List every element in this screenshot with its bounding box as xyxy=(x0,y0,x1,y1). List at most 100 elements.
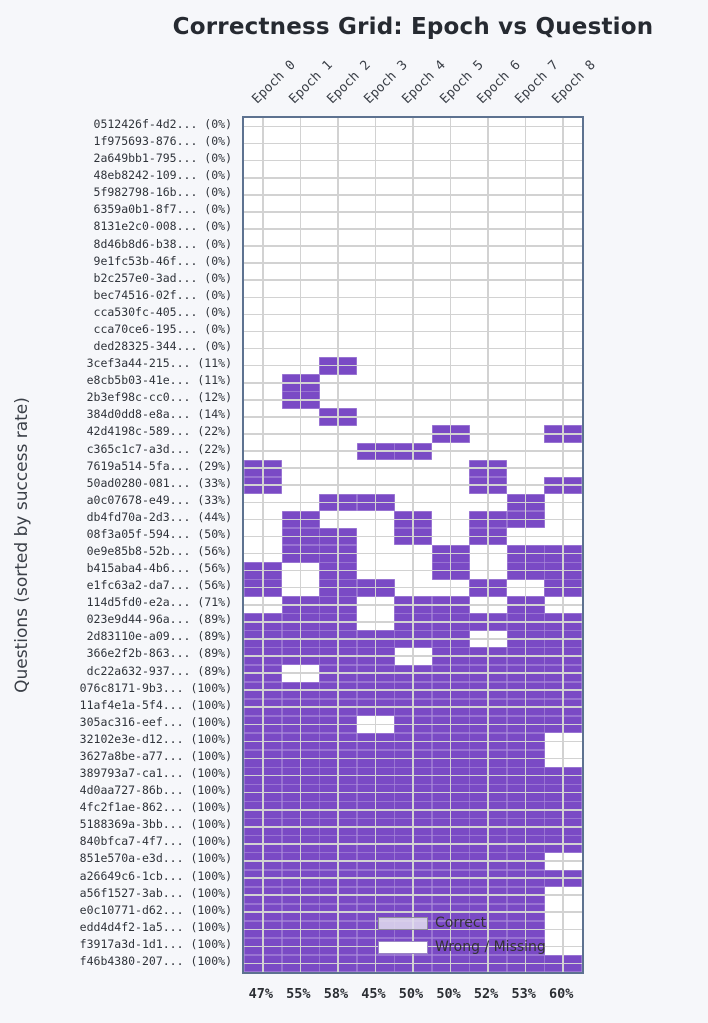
grid-cell xyxy=(506,937,545,956)
grid-cell xyxy=(394,852,433,871)
grid-cell xyxy=(319,545,358,563)
row-label: c365c1c7-a3d... (22%) xyxy=(86,441,232,456)
column-success-label: 52% xyxy=(473,986,499,1002)
grid-cell xyxy=(319,493,358,512)
grid-cell xyxy=(506,715,545,734)
grid-cell xyxy=(431,818,470,836)
grid-cell xyxy=(319,767,358,785)
grid-cell xyxy=(356,937,395,956)
grid-cell xyxy=(244,903,283,922)
grid-cell xyxy=(394,784,433,802)
grid-cell xyxy=(394,920,433,939)
grid-cell xyxy=(431,715,470,734)
grid-cell xyxy=(319,698,358,717)
grid-cell xyxy=(394,903,433,922)
grid-cell xyxy=(394,801,433,819)
gridline-horizontal xyxy=(244,313,582,316)
gridline-horizontal xyxy=(244,194,582,196)
chart-title: Correctness Grid: Epoch vs Question xyxy=(172,14,654,40)
row-label: a26649c6-1cb... (100%) xyxy=(79,868,232,883)
grid-cell xyxy=(431,886,470,905)
grid-cell xyxy=(469,647,508,666)
grid-cell xyxy=(244,801,283,819)
grid-cell xyxy=(281,767,320,785)
grid-cell xyxy=(544,698,583,717)
grid-cell xyxy=(469,476,508,495)
row-label: 076c8171-9b3... (100%) xyxy=(79,680,232,695)
grid-cell xyxy=(356,818,395,836)
row-label: 42d4198c-589... (22%) xyxy=(86,424,232,439)
grid-cell xyxy=(244,920,283,939)
grid-cell xyxy=(281,527,320,546)
row-label: f3917a3d-1d1... (100%) xyxy=(79,936,232,951)
column-success-label: 47% xyxy=(248,986,273,1002)
gridline-horizontal xyxy=(244,228,582,230)
grid-cell xyxy=(244,476,283,495)
grid-cell xyxy=(506,664,545,683)
grid-cell xyxy=(506,493,545,512)
grid-cell xyxy=(469,903,508,922)
grid-cell xyxy=(544,545,583,563)
grid-cell xyxy=(281,596,320,614)
grid-cell xyxy=(319,715,358,734)
grid-cell xyxy=(469,613,508,631)
grid-cell xyxy=(319,732,358,751)
gridline-horizontal xyxy=(244,347,582,350)
grid-cell xyxy=(469,510,508,529)
row-label: 4fc2f1ae-862... (100%) xyxy=(79,800,232,815)
grid-cell xyxy=(356,493,395,512)
grid-cell xyxy=(506,767,545,785)
grid-cell xyxy=(469,818,508,836)
grid-cell xyxy=(244,579,283,597)
grid-cell xyxy=(244,767,283,785)
grid-cell xyxy=(506,801,545,819)
grid-cell xyxy=(356,698,395,717)
gridline-horizontal xyxy=(244,467,582,469)
grid-cell xyxy=(244,852,283,871)
grid-cell xyxy=(394,681,433,700)
row-label: 366e2f2b-863... (89%) xyxy=(86,646,232,661)
grid-cell xyxy=(394,886,433,905)
grid-cell xyxy=(431,801,470,819)
grid-cell xyxy=(319,886,358,905)
grid-cell xyxy=(469,459,508,478)
row-label: dc22a632-937... (89%) xyxy=(86,663,232,678)
row-label: 023e9d44-96a... (89%) xyxy=(86,612,232,627)
gridline-horizontal xyxy=(244,125,582,128)
gridline-horizontal xyxy=(244,279,582,282)
grid-cell xyxy=(544,954,583,973)
grid-cell xyxy=(544,784,583,802)
grid-cell xyxy=(506,596,545,614)
row-label: e0c10771-d62... (100%) xyxy=(79,902,232,917)
grid-cell xyxy=(281,681,320,700)
grid-cell xyxy=(544,562,583,580)
grid-cell xyxy=(281,374,320,392)
grid-cell xyxy=(469,681,508,700)
gridline-horizontal xyxy=(244,296,582,299)
grid-cell xyxy=(244,886,283,905)
grid-cell xyxy=(394,698,433,717)
grid-cell xyxy=(431,767,470,785)
row-label: edd4d4f2-1a5... (100%) xyxy=(79,919,232,934)
row-label: 0e9e85b8-52b... (56%) xyxy=(86,544,232,558)
grid-cell xyxy=(506,920,545,939)
grid-cell xyxy=(244,835,283,853)
row-label: ded28325-344... (0%) xyxy=(93,339,232,354)
grid-cell xyxy=(506,732,545,751)
grid-cell xyxy=(431,562,470,580)
gridline-horizontal xyxy=(244,176,582,179)
grid-cell xyxy=(394,596,433,614)
row-label: 11af4e1a-5f4... (100%) xyxy=(79,697,232,712)
grid-cell xyxy=(431,852,470,871)
grid-cell xyxy=(319,801,358,819)
grid-cell xyxy=(431,664,470,683)
grid-cell xyxy=(469,937,508,956)
grid-cell xyxy=(394,442,433,461)
grid-cell xyxy=(281,852,320,871)
row-label: db4fd70a-2d3... (44%) xyxy=(86,509,232,524)
grid-cell xyxy=(281,920,320,939)
row-label: a0c07678-e49... (33%) xyxy=(86,492,232,507)
gridline-horizontal xyxy=(244,484,582,486)
grid-cell xyxy=(469,715,508,734)
grid-cell xyxy=(431,869,470,888)
